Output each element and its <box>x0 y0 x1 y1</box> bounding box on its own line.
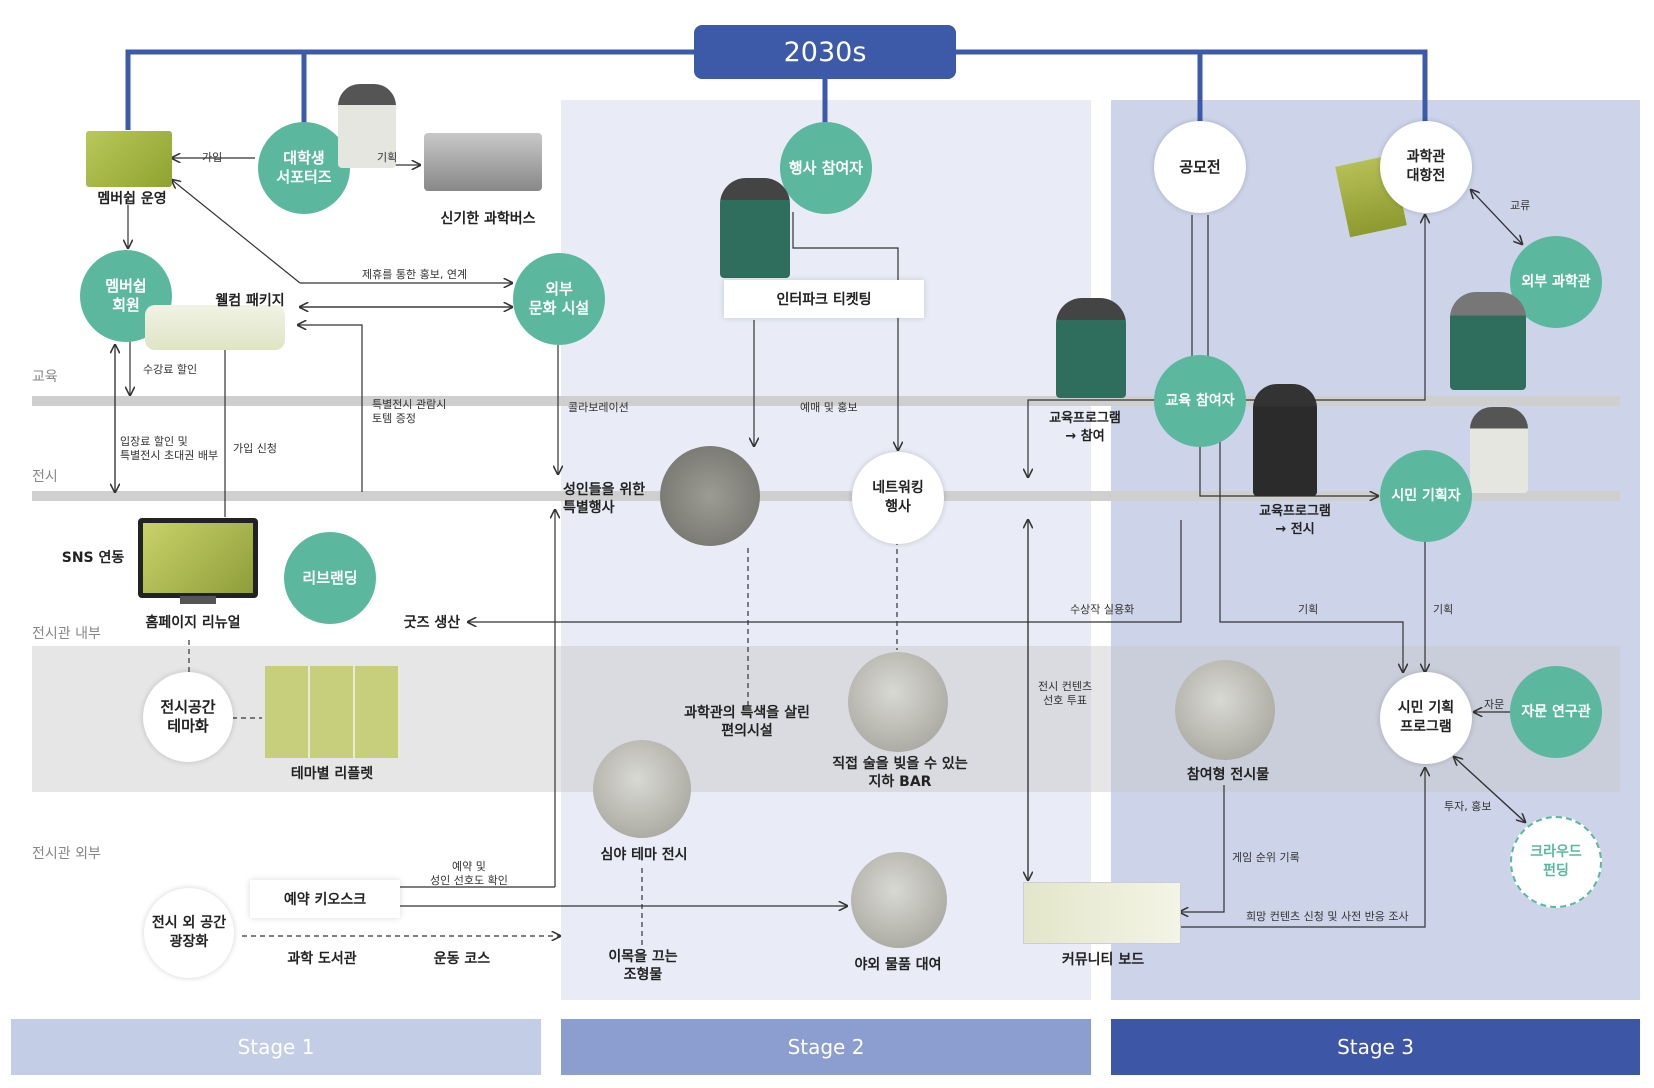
networking-event-node: 네트워킹 행사 <box>852 452 944 544</box>
edge-tuition-discount: 수강료 할인 <box>143 363 198 376</box>
stage3-bar: Stage 3 <box>1111 1019 1640 1075</box>
edge-partnership: 제휴를 통한 홍보, 연계 <box>362 268 468 281</box>
zone-label-outside: 전시관 외부 <box>32 846 101 862</box>
participatory-photo <box>1175 660 1275 760</box>
title-2030s: 2030s <box>694 25 956 79</box>
student-supporter-photo <box>338 84 396 168</box>
event-participant-node: 행사 참여자 <box>780 122 872 214</box>
edu-program-participation-label: 교육프로그램 → 참여 <box>1049 411 1121 444</box>
adult-event-photo <box>660 446 760 546</box>
citizen-planner-node: 시민 기획자 <box>1380 450 1472 542</box>
edge-special-token: 특별전시 관람시 토템 증정 <box>372 398 447 425</box>
edge-collaboration: 콜라보레이션 <box>568 401 629 414</box>
external-culture-node: 외부 문화 시설 <box>513 253 605 345</box>
adult-event-label: 성인들을 위한 특별행사 <box>563 482 646 516</box>
outdoor-rental-photo <box>851 852 947 948</box>
edge-reserve: 예약 및 성인 선호도 확인 <box>430 860 508 887</box>
external-science-photo <box>1450 292 1526 390</box>
sns-label: SNS 연동 <box>61 550 125 566</box>
goods-label: 굿즈 생산 <box>403 615 461 631</box>
homepage-monitor <box>138 518 258 598</box>
exhibition-band <box>32 491 1620 501</box>
bar-photo <box>848 652 948 752</box>
edge-join-apply: 가입 신청 <box>233 442 277 455</box>
edge-join: 가입 <box>202 151 223 164</box>
science-bus-label: 신기한 과학버스 <box>440 211 536 227</box>
sculpture-label: 이목을 끄는 조형물 <box>608 949 678 983</box>
kiosk-box: 예약 키오스크 <box>250 880 400 918</box>
night-exhibition-label: 심야 테마 전시 <box>600 847 688 863</box>
membership-operation-label: 멤버쉽 운영 <box>97 191 167 207</box>
citizen-program-node: 시민 기획 프로그램 <box>1380 672 1472 764</box>
edu-program-exhibition-label: 교육프로그램 → 전시 <box>1259 504 1331 537</box>
outdoor-rental-label: 야외 물품 대여 <box>854 957 942 973</box>
community-board-image <box>1023 882 1181 944</box>
space-theme-node: 전시공간 테마화 <box>143 672 233 762</box>
interpark-box: 인터파크 티켓팅 <box>724 280 924 318</box>
plaza-node: 전시 외 공간 광장화 <box>144 888 234 978</box>
edu-participant-photo <box>1056 298 1126 398</box>
science-library-label: 과학 도서관 <box>287 951 357 967</box>
community-board-label: 커뮤니티 보드 <box>1061 952 1145 968</box>
zone-label-education: 교육 <box>32 369 58 385</box>
crowdfunding-node: 크라우드 펀딩 <box>1510 816 1602 908</box>
edge-plan2: 기획 <box>1298 603 1319 616</box>
zone-label-exhibition: 전시 <box>32 469 58 485</box>
event-participant-photo <box>720 178 790 278</box>
welcome-package-label: 웰컴 패키지 <box>215 293 285 309</box>
theme-leaflet-image <box>265 666 400 758</box>
edu-exhibition-photo <box>1253 384 1317 496</box>
edge-presale: 예매 및 홍보 <box>800 401 858 414</box>
edge-winner-commercial: 수상작 실용화 <box>1070 603 1135 616</box>
homepage-renewal-label: 홈페이지 리뉴얼 <box>145 615 241 631</box>
bar-label: 직접 술을 빚을 수 있는 지하 BAR <box>832 756 968 790</box>
edge-plan: 기획 <box>377 151 398 164</box>
education-band <box>32 396 1620 406</box>
edu-participant-node: 교육 참여자 <box>1154 355 1246 447</box>
participatory-label: 참여형 전시물 <box>1186 767 1270 783</box>
zone-label-inside: 전시관 내부 <box>32 626 101 642</box>
welcome-package-image <box>145 305 285 350</box>
stage2-bar: Stage 2 <box>561 1019 1091 1075</box>
edge-exchange: 교류 <box>1510 199 1531 212</box>
night-exhibition-photo <box>593 740 691 838</box>
rebranding-node: 리브랜딩 <box>284 532 376 624</box>
edge-advise: 자문 <box>1484 698 1505 711</box>
monitor-stand <box>180 596 216 604</box>
science-bus-image <box>424 133 542 191</box>
stage1-bar: Stage 1 <box>11 1019 541 1075</box>
edge-game-rank: 게임 순위 기록 <box>1232 851 1300 864</box>
edge-wish-content: 희망 컨텐츠 신청 및 사전 반응 조사 <box>1246 910 1409 923</box>
stage2-panel <box>561 100 1091 1000</box>
exercise-course-label: 운동 코스 <box>433 951 491 967</box>
edge-invest: 투자, 홍보 <box>1444 800 1492 813</box>
theme-leaflet-label: 테마별 리플렛 <box>290 766 374 782</box>
citizen-planner-photo <box>1470 407 1528 493</box>
edge-content-vote: 전시 컨텐츠 선호 투표 <box>1038 680 1093 707</box>
contest-node: 공모전 <box>1154 121 1246 213</box>
student-supporters-node: 대학생 서포터즈 <box>258 122 350 214</box>
membership-card <box>86 131 172 187</box>
edge-admission-discount: 입장료 할인 및 특별전시 초대권 배부 <box>120 435 219 462</box>
advisory-node: 자문 연구관 <box>1510 666 1602 758</box>
science-vs-node: 과학관 대항전 <box>1380 121 1472 213</box>
facilities-label: 과학관의 특색을 살린 편의시설 <box>684 705 810 739</box>
edge-plan3: 기획 <box>1433 603 1454 616</box>
